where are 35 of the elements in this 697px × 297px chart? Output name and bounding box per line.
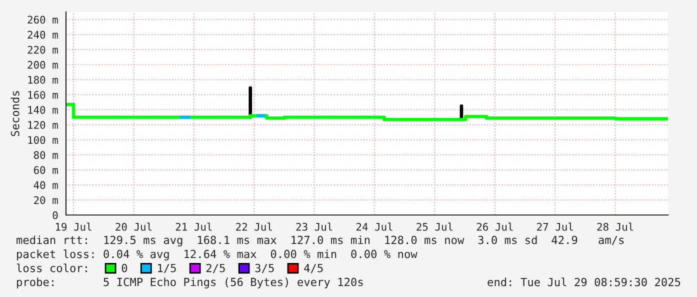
legend-label: 3/5 <box>255 264 274 274</box>
y-tick-label: 100 m <box>28 136 58 144</box>
y-tick-label: 160 m <box>28 90 58 99</box>
y-tick-label: 260 m <box>28 16 58 24</box>
x-tick-label: 23 Jul <box>296 222 332 231</box>
text: packet loss: 0.04 % avg 12.64 % max 0.00 % min 0.00 % now <box>17 250 418 260</box>
y-tick-label: 240 m <box>28 30 58 39</box>
x-tick-label: 20 Jul <box>116 222 152 231</box>
y-tick-label: 220 m <box>28 46 58 54</box>
legend-label: 2/5 <box>206 264 225 274</box>
x-tick-label: 27 Jul <box>537 222 573 231</box>
x-tick-label: 22 Jul <box>236 222 272 231</box>
x-tick-label: 25 Jul <box>416 222 453 231</box>
legend-label: 0 <box>122 264 128 272</box>
y-tick-label: 180 m <box>28 76 58 84</box>
y-tick-label: 140 m <box>28 106 58 114</box>
y-tick-label: 80 m <box>34 151 58 159</box>
x-tick-label: 24 Jul <box>356 222 392 231</box>
x-tick-label: 19 Jul <box>56 222 92 231</box>
text: median rtt: 129.5 ms avg 168.1 ms max 127.0 ms min 128.0 ms now 3.0 ms sd 42.9 am/s <box>16 236 624 246</box>
text: probe: 5 ICMP Echo Pings (56 Bytes) every 120s <box>17 278 363 288</box>
y-tick-label: 120 m <box>28 121 58 129</box>
y-axis-title: Seconds <box>10 91 20 136</box>
text: end: Tue Jul 29 08:59:30 2025 <box>488 278 680 286</box>
x-tick-label: 21 Jul <box>176 222 212 231</box>
x-tick-label: 28 Jul <box>597 222 634 231</box>
legend-title: loss color: <box>16 264 87 272</box>
y-tick-label: 0 <box>52 211 58 220</box>
x-tick-label: 26 Jul <box>476 222 513 231</box>
legend-label: 4/5 <box>304 264 323 274</box>
y-tick-label: 60 m <box>34 166 58 174</box>
y-tick-label: 40 m <box>34 181 58 190</box>
y-tick-label: 20 m <box>34 196 58 204</box>
legend-label: 1/5 <box>158 264 176 274</box>
y-tick-label: 200 m <box>28 60 58 69</box>
